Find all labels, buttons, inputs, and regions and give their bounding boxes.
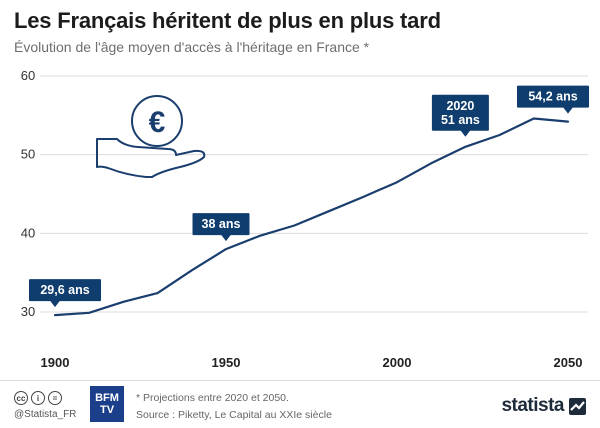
source-note: Source : Piketty, Le Capital au XXIe siè…: [136, 409, 332, 421]
data-label-pointer: [563, 107, 573, 114]
euro-coin-in-hand-icon: €: [96, 95, 206, 178]
page-title: Les Français héritent de plus en plus ta…: [14, 8, 441, 33]
data-label: 38 ans: [192, 213, 250, 242]
footer: cc i = @Statista_FR BFM TV * Projections…: [0, 380, 600, 428]
statista-wordmark: statista: [501, 395, 564, 416]
statista-handle: @Statista_FR: [14, 409, 77, 420]
creative-commons-icon: cc: [14, 391, 28, 405]
projection-note: * Projections entre 2020 et 2050.: [136, 392, 289, 404]
page-subtitle: Évolution de l'âge moyen d'accès à l'hér…: [14, 39, 370, 55]
hand-icon: [96, 138, 206, 178]
data-label-text: 38 ans: [202, 217, 241, 231]
footnotes: * Projections entre 2020 et 2050. Source…: [136, 390, 332, 424]
y-tick-label: 30: [21, 304, 35, 319]
series-line: [53, 117, 570, 317]
data-label-box: [431, 94, 489, 131]
data-label-pointer: [460, 130, 471, 137]
data-label-pointer: [221, 234, 231, 242]
y-axis-ticks: 30 40 50 60: [21, 68, 35, 319]
data-label-pointer: [50, 300, 60, 308]
data-label: 54,2 ans: [517, 85, 589, 114]
data-label-text: 51 ans: [441, 113, 480, 127]
y-tick-label: 60: [21, 68, 35, 83]
data-label: 29,6 ans: [29, 279, 101, 308]
license-icons: cc i =: [14, 391, 62, 405]
no-derivatives-icon: =: [48, 391, 62, 405]
x-tick-label: 2050: [554, 355, 583, 370]
x-tick-label: 1950: [212, 355, 241, 370]
data-label-box: [192, 213, 250, 236]
data-label-box: [29, 279, 101, 302]
data-label-box: [517, 85, 589, 108]
attribution-icon: i: [31, 391, 45, 405]
y-tick-label: 50: [21, 147, 35, 162]
x-tick-label: 1900: [41, 355, 70, 370]
statista-logo: statista: [501, 395, 586, 417]
x-axis-ticks: 1900 1950 2000 2050: [41, 355, 583, 370]
x-tick-label: 2000: [383, 355, 412, 370]
data-label-text: 2020: [446, 99, 474, 113]
data-label-text: 54,2 ans: [528, 90, 577, 104]
data-label-text: 29,6 ans: [40, 283, 89, 297]
bfmtv-logo-line1: BFM: [95, 392, 119, 404]
euro-sign-icon: €: [149, 106, 166, 139]
coin-icon: [131, 95, 183, 147]
y-tick-label: 40: [21, 225, 35, 240]
bfmtv-logo-line2: TV: [99, 404, 115, 416]
statista-logo-icon: [569, 397, 586, 415]
bfmtv-logo: BFM TV: [90, 386, 124, 422]
grid-lines: [40, 75, 588, 313]
line-chart: 30 40 50 60 1900 1950 2000 2050 € 29,6 ans 38 a…: [21, 68, 589, 370]
